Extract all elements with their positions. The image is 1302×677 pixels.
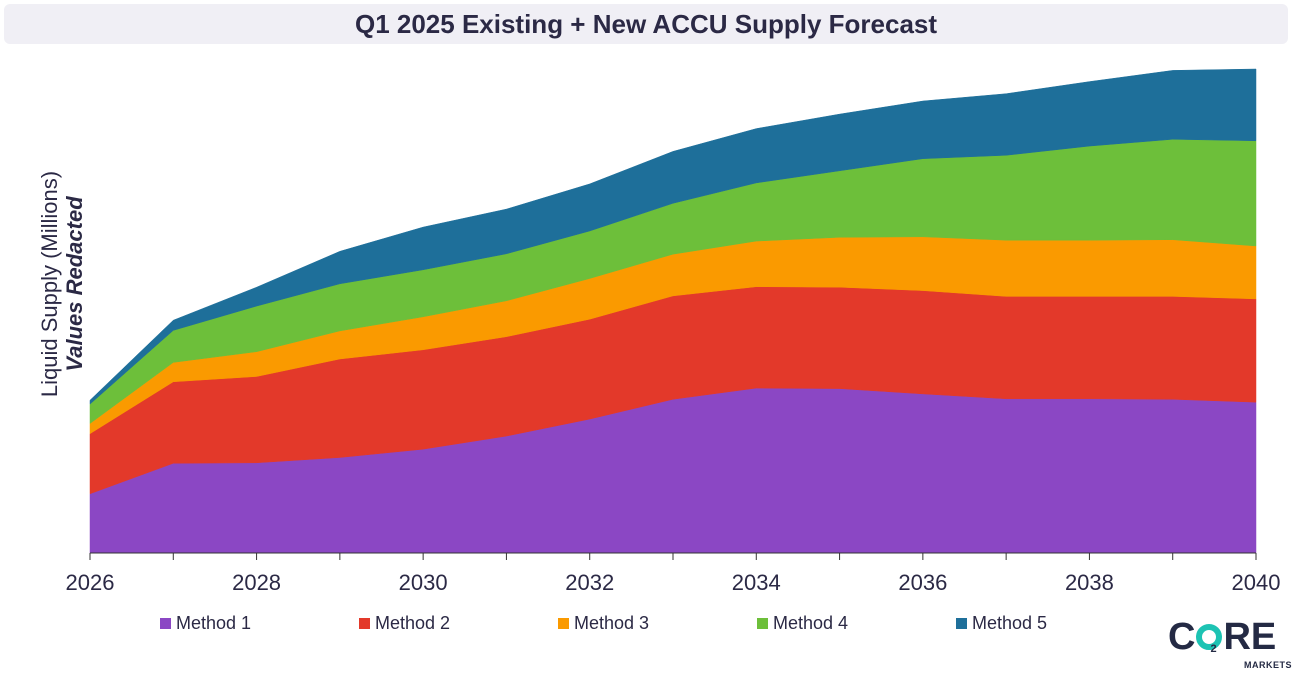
logo-o2-ring-icon: 2 (1196, 624, 1223, 655)
legend-item-method-5: Method 5 (956, 613, 1155, 634)
logo-letters-re: RE (1223, 615, 1277, 658)
legend-swatch (757, 617, 768, 629)
logo-wordmark: C 2 RE (1168, 616, 1294, 658)
x-tick-label: 2038 (1065, 570, 1114, 595)
x-tick-label: 2036 (898, 570, 947, 595)
legend-item-method-3: Method 3 (558, 613, 757, 634)
area-series-method-5 (89, 68, 1257, 405)
legend-swatch (359, 617, 370, 629)
logo-letter-c: C (1168, 615, 1196, 658)
legend-label: Method 5 (972, 612, 1048, 633)
x-tick-label: 2034 (732, 570, 781, 595)
chart-title-bar: Q1 2025 Existing + New ACCU Supply Forec… (4, 4, 1288, 44)
x-axis-ticks: 2026 2028 2030 2032 2034 2036 2038 2040 (66, 553, 1281, 595)
area-series-group (89, 68, 1257, 554)
x-tick-label: 2028 (232, 570, 281, 595)
logo-tagline: MARKETS (1244, 660, 1292, 670)
core-markets-logo: C 2 RE MARKETS (1168, 616, 1294, 672)
legend-label: Method 4 (773, 612, 849, 633)
x-tick-label: 2026 (66, 570, 115, 595)
legend-item-method-1: Method 1 (160, 613, 359, 634)
x-tick-label: 2032 (565, 570, 614, 595)
legend-label: Method 2 (375, 612, 451, 633)
chart-legend: Method 1 Method 2 Method 3 Method 4 Method 5 (160, 611, 1155, 635)
y-axis-label-note: Values Redacted (62, 196, 87, 372)
legend-swatch (160, 617, 171, 629)
legend-item-method-2: Method 2 (359, 613, 558, 634)
chart-title: Q1 2025 Existing + New ACCU Supply Forec… (354, 8, 938, 39)
legend-swatch (956, 617, 967, 629)
legend-label: Method 3 (574, 612, 650, 633)
legend-item-method-4: Method 4 (757, 613, 956, 634)
y-axis-label: Liquid Supply (Millions) (37, 171, 62, 397)
legend-swatch (558, 617, 569, 629)
x-tick-label: 2030 (399, 570, 448, 595)
logo-subscript: 2 (1210, 643, 1217, 655)
x-tick-label: 2040 (1232, 570, 1281, 595)
legend-label: Method 1 (176, 612, 252, 633)
